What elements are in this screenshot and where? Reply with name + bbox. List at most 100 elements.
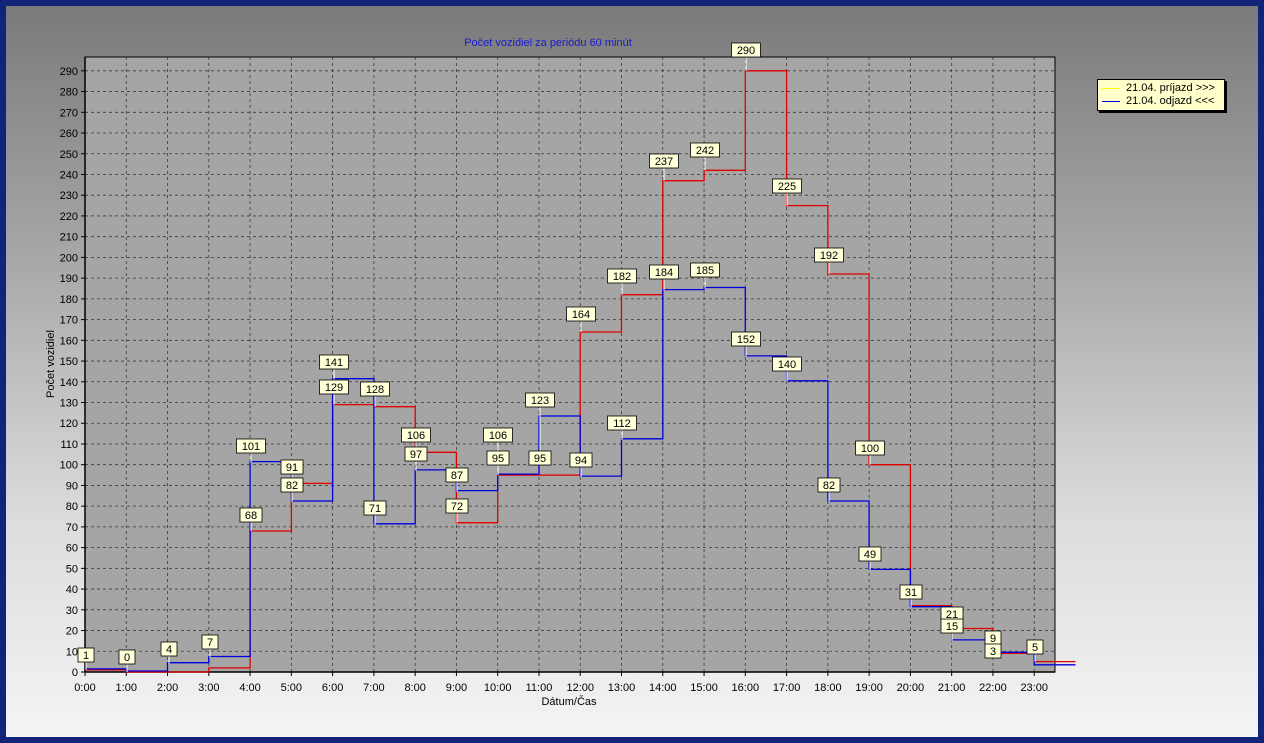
data-label-value: 68 [245, 510, 257, 522]
callout-box [817, 477, 841, 493]
data-label-value: 4 [166, 644, 172, 656]
data-label-callout: 15 [940, 618, 964, 641]
plot-area [84, 56, 1056, 673]
x-tick-label: 18:00 [814, 682, 842, 694]
callout-box [858, 546, 882, 562]
data-label-callout: 3 [984, 643, 1002, 659]
callout-box [483, 427, 513, 443]
y-tick-label: 140 [60, 377, 78, 389]
x-tick-label: 4:00 [239, 682, 260, 694]
callout-box [690, 262, 720, 278]
callout-box [940, 618, 964, 634]
callout-box [984, 643, 1002, 659]
x-tick-label: 0:00 [74, 682, 95, 694]
callout-box [772, 356, 802, 372]
data-label-value: 141 [325, 357, 343, 369]
data-label-callout: 95 [528, 417, 552, 466]
legend-label-prijazd: 21.04. príjazd >>> [1126, 82, 1215, 94]
y-tick-label: 80 [66, 501, 78, 513]
x-tick-label: 6:00 [322, 682, 343, 694]
legend-swatch-odjazd [1102, 100, 1120, 102]
y-tick-label: 210 [60, 232, 78, 244]
legend: 21.04. príjazd >>> 21.04. odjazd <<< [1097, 79, 1225, 111]
data-label-callout: 184 [649, 264, 679, 291]
data-label-value: 290 [737, 45, 755, 57]
data-label-callout: 94 [569, 452, 593, 478]
callout-box [445, 467, 469, 483]
callout-box [525, 392, 555, 408]
series-lines [85, 70, 1076, 673]
y-tick-label: 10 [66, 646, 78, 658]
data-label-callout: 82 [280, 477, 304, 503]
y-tick-label: 230 [60, 190, 78, 202]
callout-box [236, 438, 266, 454]
callout-box [569, 452, 593, 468]
y-tick-label: 150 [60, 356, 78, 368]
legend-label-odjazd: 21.04. odjazd <<< [1126, 95, 1215, 107]
callout-box [1026, 639, 1044, 655]
data-label-callout: 0 [118, 649, 136, 672]
data-label-value: 140 [778, 359, 796, 371]
x-tick-label: 19:00 [855, 682, 883, 694]
data-label-callout: 225 [772, 178, 802, 206]
data-label-callout: 290 [731, 42, 761, 71]
data-label-value: 49 [864, 549, 876, 561]
y-tick-label: 250 [60, 149, 78, 161]
y-tick-label: 110 [60, 439, 78, 451]
data-label-value: 225 [778, 181, 796, 193]
data-label-value: 182 [613, 271, 631, 283]
y-tick-label: 280 [60, 87, 78, 99]
legend-item-odjazd: 21.04. odjazd <<< [1102, 95, 1214, 108]
x-tick-label: 3:00 [198, 682, 219, 694]
data-label-callout: 128 [360, 381, 390, 407]
legend-swatch-prijazd [1102, 87, 1120, 89]
data-label-value: 95 [534, 453, 546, 465]
axes: 0102030405060708090100110120130140150160… [60, 57, 1055, 694]
data-label-value: 72 [451, 501, 463, 513]
callout-box [360, 381, 390, 397]
callout-box [486, 450, 510, 466]
data-label-value: 82 [823, 480, 835, 492]
data-label-value: 97 [410, 449, 422, 461]
y-tick-label: 40 [66, 584, 78, 596]
callout-box [607, 415, 637, 431]
y-tick-label: 190 [60, 273, 78, 285]
y-tick-label: 290 [60, 66, 78, 78]
data-label-value: 106 [489, 430, 507, 442]
callout-box [528, 450, 552, 466]
data-label-value: 184 [655, 267, 673, 279]
data-label-callout: 95 [486, 450, 510, 476]
y-tick-label: 60 [66, 543, 78, 555]
data-label-callout: 97 [404, 446, 428, 471]
data-label-value: 0 [124, 652, 130, 664]
y-tick-label: 270 [60, 107, 78, 119]
data-label-callout: 164 [566, 306, 596, 333]
data-label-callout: 106 [401, 427, 431, 453]
data-label-value: 3 [990, 646, 996, 658]
series-line-odjazd [85, 286, 1076, 672]
callout-box [280, 477, 304, 493]
data-label-value: 123 [531, 395, 549, 407]
data-label-callout: 100 [855, 440, 885, 465]
callout-box [401, 427, 431, 443]
data-label-callout: 141 [319, 354, 349, 380]
y-tick-label: 120 [60, 418, 78, 430]
data-label-value: 95 [492, 453, 504, 465]
x-tick-label: 8:00 [404, 682, 425, 694]
data-label-value: 87 [451, 470, 463, 482]
data-label-value: 9 [990, 633, 996, 645]
x-tick-label: 12:00 [566, 682, 594, 694]
data-label-value: 94 [575, 455, 587, 467]
y-tick-label: 130 [60, 398, 78, 410]
data-label-callout: 129 [319, 379, 349, 405]
x-tick-label: 15:00 [690, 682, 718, 694]
data-label-callout: 242 [690, 142, 720, 171]
callout-box [649, 264, 679, 280]
data-label-callout: 123 [525, 392, 555, 418]
data-label-value: 242 [696, 145, 714, 157]
callout-box [814, 247, 844, 263]
callout-box [855, 440, 885, 456]
y-tick-label: 170 [60, 315, 78, 327]
